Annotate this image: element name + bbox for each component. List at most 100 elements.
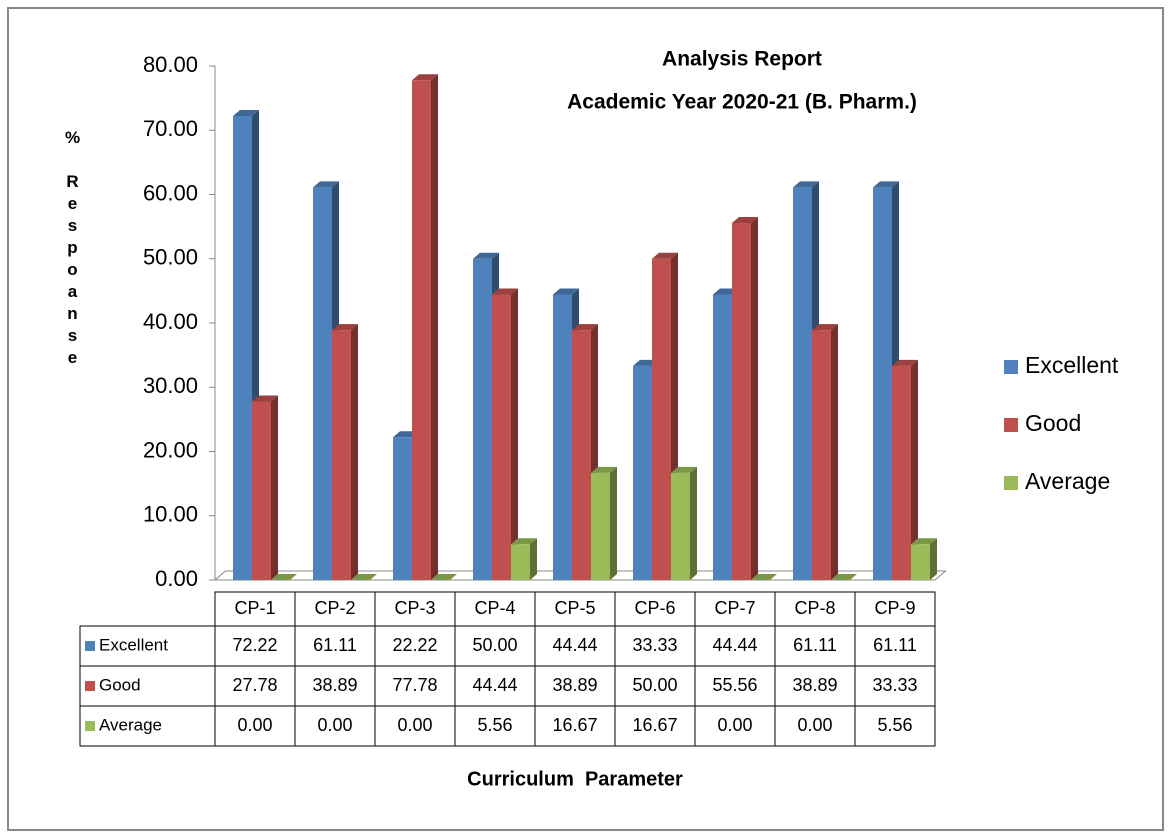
legend-label: Average	[1025, 468, 1110, 494]
y-axis-label: % Respoanse	[63, 128, 82, 370]
bar-top	[473, 252, 499, 259]
bar-front	[713, 294, 732, 580]
table-row-label: Good	[99, 675, 141, 694]
bar-side	[530, 538, 537, 580]
bar-top	[553, 288, 579, 295]
legend-label: Excellent	[1025, 352, 1119, 378]
table-value: 50.00	[472, 635, 517, 655]
bar	[412, 74, 438, 581]
bar-side	[511, 288, 518, 580]
bar-front	[671, 472, 690, 580]
table-value: 16.67	[552, 715, 597, 735]
bar-side	[690, 466, 697, 580]
bar-top	[412, 74, 438, 81]
bar-front	[393, 437, 412, 580]
bar-top	[492, 288, 518, 295]
bar-front	[313, 187, 332, 580]
bar-top	[892, 359, 918, 366]
bar	[431, 574, 457, 580]
y-tick-label: 80.00	[143, 52, 198, 77]
chart-subtitle: Academic Year 2020-21 (B. Pharm.)	[567, 91, 917, 114]
bar-front	[633, 365, 652, 580]
table-value: 61.11	[793, 635, 837, 655]
table-row-label: Excellent	[99, 635, 168, 654]
bar-front	[812, 330, 831, 580]
x-tick-label: CP-4	[474, 598, 515, 618]
bar-top	[313, 181, 339, 188]
bar	[511, 538, 537, 580]
bar-front	[793, 187, 812, 580]
bar-front	[892, 365, 911, 580]
table-value: 22.22	[392, 635, 437, 655]
table-value: 33.33	[872, 675, 917, 695]
x-tick-label: CP-9	[874, 598, 915, 618]
table-value: 72.22	[232, 635, 277, 655]
bar-side	[351, 324, 358, 580]
bar	[271, 574, 297, 580]
x-tick-label: CP-8	[794, 598, 835, 618]
y-tick-label: 30.00	[143, 373, 198, 398]
bar	[911, 538, 937, 580]
table-value: 0.00	[717, 715, 752, 735]
bar-top	[511, 538, 537, 545]
bar	[332, 324, 358, 580]
bar	[831, 574, 857, 580]
bar-front	[412, 80, 431, 581]
chart-title: Analysis Report	[662, 48, 822, 71]
table-value: 38.89	[552, 675, 597, 695]
bar-side	[751, 217, 758, 581]
table-key	[85, 681, 95, 691]
x-tick-label: CP-3	[394, 598, 435, 618]
bar-top	[671, 466, 697, 473]
y-tick-label: 0.00	[155, 566, 198, 591]
table-value: 16.67	[632, 715, 677, 735]
table-value: 44.44	[552, 635, 597, 655]
bar	[492, 288, 518, 580]
table-row-label: Average	[99, 715, 162, 734]
x-tick-label: CP-5	[554, 598, 595, 618]
table-cell	[79, 705, 216, 747]
y-tick-label: 70.00	[143, 116, 198, 141]
table-value: 0.00	[397, 715, 432, 735]
bar-front	[652, 258, 671, 580]
table-value: 0.00	[317, 715, 352, 735]
bar-side	[930, 538, 937, 580]
table-value: 0.00	[797, 715, 832, 735]
legend-swatch	[1004, 418, 1018, 432]
table-value: 27.78	[232, 675, 277, 695]
bar-top	[271, 574, 297, 580]
bar	[671, 466, 697, 580]
table-value: 5.56	[877, 715, 912, 735]
bar-front	[252, 401, 271, 580]
bar-top	[572, 324, 598, 331]
bar	[252, 395, 278, 580]
bar-top	[911, 538, 937, 545]
table-value: 38.89	[312, 675, 357, 695]
bar-top	[873, 181, 899, 188]
y-tick-label: 20.00	[143, 437, 198, 462]
bar-side	[271, 395, 278, 580]
table-value: 50.00	[632, 675, 677, 695]
table-value: 5.56	[477, 715, 512, 735]
bar	[591, 466, 617, 580]
table-key	[85, 641, 95, 651]
x-tick-label: CP-1	[234, 598, 275, 618]
bar-side	[610, 466, 617, 580]
legend-swatch	[1004, 476, 1018, 490]
table-key	[85, 721, 95, 731]
bar-front	[492, 294, 511, 580]
bar-top	[233, 109, 259, 116]
bar-top	[732, 217, 758, 224]
table-value: 44.44	[712, 635, 757, 655]
bar	[751, 574, 777, 580]
bar-top	[751, 574, 777, 580]
table-value: 61.11	[873, 635, 917, 655]
table-value: 61.11	[313, 635, 357, 655]
table-value: 44.44	[472, 675, 517, 695]
bar	[732, 217, 758, 581]
legend-swatch	[1004, 360, 1018, 374]
bar-side	[831, 324, 838, 580]
bar	[892, 359, 918, 580]
